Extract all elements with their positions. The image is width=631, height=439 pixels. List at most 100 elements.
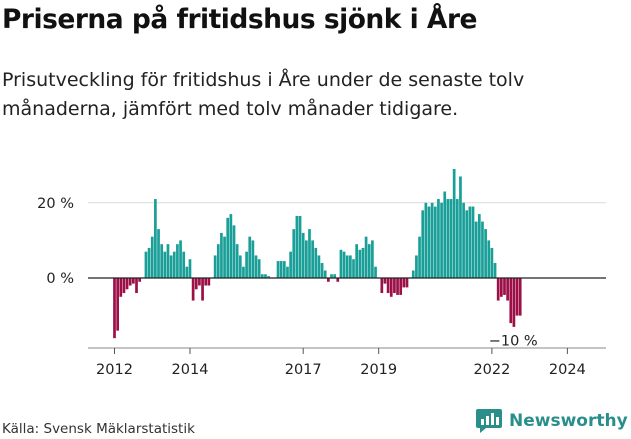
bar [371, 240, 374, 278]
bar [301, 232, 305, 278]
bar [166, 244, 170, 278]
bar [374, 266, 377, 278]
bar [238, 255, 242, 278]
bar [389, 278, 393, 297]
bar [465, 210, 469, 278]
bar [421, 210, 425, 278]
x-tick-label: 2019 [360, 362, 397, 378]
brand-name: Newsworthy [509, 411, 628, 431]
bar [305, 240, 308, 278]
bar [298, 215, 302, 278]
chart-subtitle: Prisutveckling för fritidshus i Åre unde… [2, 69, 525, 120]
bar [260, 274, 264, 278]
bar [333, 274, 336, 278]
bar [204, 278, 208, 286]
bar [276, 261, 280, 278]
bar [364, 236, 368, 278]
bar [449, 199, 453, 278]
bar [484, 229, 487, 278]
x-axis-ticks: 2012 2014 2017 2019 2022 2024 [96, 348, 586, 378]
bar [402, 278, 406, 288]
bar [229, 214, 233, 278]
bar [424, 202, 428, 278]
bar [437, 199, 440, 278]
bar [144, 251, 148, 278]
bar [499, 278, 503, 297]
bar [477, 214, 481, 278]
bar [308, 229, 311, 278]
bar [342, 251, 346, 278]
bar [248, 236, 252, 278]
bar [345, 255, 349, 278]
bar [113, 278, 116, 339]
bar [383, 278, 387, 284]
bar [355, 244, 359, 278]
bar [257, 259, 261, 278]
bar [336, 278, 340, 282]
bar [194, 278, 198, 290]
bar [311, 240, 314, 278]
bar [216, 244, 220, 278]
bar [386, 278, 390, 294]
bar [320, 262, 324, 278]
bar [418, 236, 421, 278]
bar [443, 191, 447, 278]
bar [361, 247, 365, 278]
bar [185, 266, 189, 278]
bar [462, 202, 465, 278]
x-tick-label: 2024 [549, 362, 586, 378]
bar [245, 251, 248, 278]
bar [468, 206, 472, 278]
bar [154, 199, 157, 278]
y-tick-label: 0 % [46, 271, 74, 287]
bar [128, 278, 132, 286]
bar [440, 202, 443, 278]
source-note: Källa: Svensk Mäklarstatistik [2, 421, 195, 437]
bar [496, 278, 500, 301]
bar [254, 255, 258, 278]
bar [160, 244, 164, 278]
newsworthy-logo[interactable]: Newsworthy [475, 408, 628, 434]
bar [481, 221, 484, 278]
y-tick-label: 20 % [37, 196, 74, 212]
bar [188, 259, 192, 278]
bar [405, 278, 409, 288]
bar [169, 255, 173, 278]
bar [452, 168, 456, 278]
bar [172, 251, 176, 278]
bar [323, 270, 327, 278]
bar [393, 278, 396, 294]
bar [157, 229, 160, 278]
bar [191, 278, 195, 301]
bar [474, 221, 478, 278]
bar [427, 206, 431, 278]
bar [396, 278, 399, 295]
bar [286, 266, 289, 278]
x-tick-label: 2014 [172, 362, 209, 378]
bar [207, 278, 211, 286]
bar [487, 240, 491, 278]
bar [122, 278, 126, 294]
x-tick-label: 2022 [473, 362, 510, 378]
bar [518, 278, 522, 316]
bar [235, 244, 239, 278]
bar [138, 278, 142, 282]
y-axis-ticks: 0 % 20 % [37, 196, 74, 287]
bar [182, 251, 186, 278]
bar [289, 251, 292, 278]
bar [358, 249, 362, 278]
x-tick-label: 2012 [96, 362, 133, 378]
bar [295, 215, 299, 278]
bar [339, 249, 343, 278]
bar [147, 247, 151, 278]
bar [232, 225, 236, 278]
bar [150, 236, 154, 278]
bar [119, 278, 123, 297]
bar [411, 270, 415, 278]
bar [399, 278, 403, 295]
bar [455, 199, 459, 278]
bar [330, 274, 333, 278]
bar [226, 217, 230, 278]
bar [132, 278, 135, 284]
bar [415, 255, 418, 278]
